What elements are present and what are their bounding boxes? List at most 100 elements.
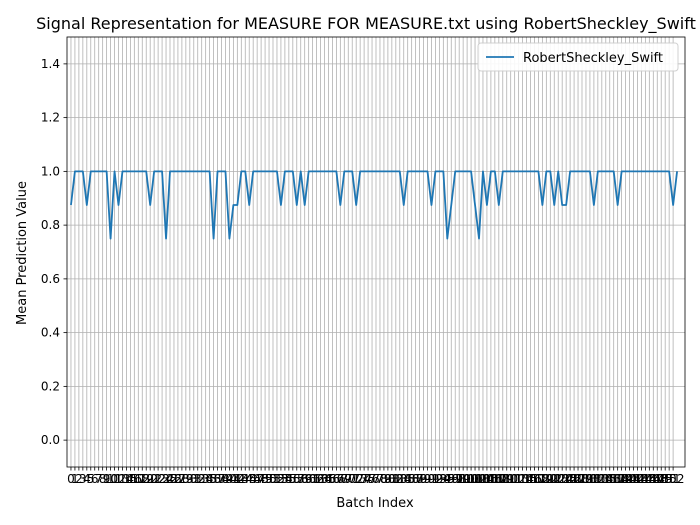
x-tick-label: 66 [325, 472, 340, 486]
x-tick-label: 20 [143, 472, 158, 486]
y-tick-label: 1.2 [41, 111, 60, 125]
x-tick-label: 95 [440, 472, 455, 486]
x-tick-label: 98 [452, 472, 467, 486]
x-tick-label: 18 [135, 472, 150, 486]
x-axis-ticks: 0123456789101112131415161718192021222324… [67, 467, 685, 486]
x-tick-label: 23 [154, 472, 169, 486]
x-tick-label: 60 [301, 472, 316, 486]
x-tick-label: 109 [491, 472, 514, 486]
x-tick-label: 5 [87, 472, 95, 486]
x-tick-label: 46 [246, 472, 261, 486]
x-tick-label: 134 [590, 472, 613, 486]
x-tick-label: 26 [166, 472, 181, 486]
x-tick-label: 99 [456, 472, 471, 486]
x-tick-label: 131 [578, 472, 601, 486]
x-tick-label: 6 [91, 472, 99, 486]
x-tick-label: 71 [345, 472, 360, 486]
x-tick-label: 135 [594, 472, 617, 486]
x-tick-label: 52 [269, 472, 284, 486]
legend-label: RobertSheckley_Swift [523, 51, 663, 66]
x-tick-label: 8 [99, 472, 107, 486]
x-tick-label: 42 [230, 472, 245, 486]
x-tick-label: 108 [487, 472, 510, 486]
x-tick-label: 125 [555, 472, 578, 486]
x-tick-label: 94 [436, 472, 451, 486]
x-tick-label: 146 [638, 472, 661, 486]
x-tick-label: 151 [658, 472, 681, 486]
x-tick-label: 141 [618, 472, 641, 486]
x-tick-label: 21 [147, 472, 162, 486]
x-tick-label: 28 [174, 472, 189, 486]
x-tick-label: 44 [238, 472, 253, 486]
x-tick-label: 4 [83, 472, 91, 486]
x-tick-label: 87 [408, 472, 423, 486]
x-tick-label: 43 [234, 472, 249, 486]
x-tick-label: 34 [198, 472, 213, 486]
x-tick-label: 100 [456, 472, 479, 486]
x-tick-label: 130 [575, 472, 598, 486]
x-tick-label: 81 [384, 472, 399, 486]
x-tick-label: 137 [602, 472, 625, 486]
x-tick-label: 139 [610, 472, 633, 486]
x-tick-label: 56 [285, 472, 300, 486]
x-tick-label: 142 [622, 472, 645, 486]
x-tick-label: 101 [460, 472, 483, 486]
x-tick-label: 86 [404, 472, 419, 486]
x-tick-label: 85 [400, 472, 415, 486]
x-tick-label: 32 [190, 472, 205, 486]
x-tick-label: 74 [356, 472, 371, 486]
x-tick-label: 147 [642, 472, 665, 486]
x-tick-label: 124 [551, 472, 574, 486]
x-tick-label: 55 [281, 472, 296, 486]
x-tick-label: 58 [293, 472, 308, 486]
x-tick-label: 150 [654, 472, 677, 486]
x-tick-label: 129 [571, 472, 594, 486]
x-tick-label: 84 [396, 472, 411, 486]
x-tick-label: 119 [531, 472, 554, 486]
x-tick-label: 126 [559, 472, 582, 486]
x-tick-label: 57 [289, 472, 304, 486]
x-tick-label: 133 [586, 472, 609, 486]
x-tick-label: 140 [614, 472, 637, 486]
x-tick-label: 145 [634, 472, 657, 486]
x-tick-label: 91 [424, 472, 439, 486]
x-tick-label: 14 [119, 472, 134, 486]
x-tick-label: 73 [353, 472, 368, 486]
x-tick-label: 152 [662, 472, 685, 486]
x-tick-label: 111 [499, 472, 522, 486]
x-tick-label: 68 [333, 472, 348, 486]
x-tick-label: 62 [309, 472, 324, 486]
x-tick-label: 90 [420, 472, 435, 486]
y-tick-label: 0.2 [41, 379, 60, 393]
x-tick-label: 123 [547, 472, 570, 486]
x-tick-label: 27 [170, 472, 185, 486]
x-tick-label: 136 [598, 472, 621, 486]
x-tick-label: 102 [464, 472, 487, 486]
y-axis-label: Mean Prediction Value [15, 181, 30, 325]
x-tick-label: 22 [150, 472, 165, 486]
x-tick-label: 75 [360, 472, 375, 486]
x-tick-label: 83 [392, 472, 407, 486]
x-tick-label: 36 [206, 472, 221, 486]
x-tick-label: 48 [253, 472, 268, 486]
x-tick-label: 35 [202, 472, 217, 486]
x-tick-label: 96 [444, 472, 459, 486]
y-tick-label: 0.0 [41, 433, 60, 447]
x-tick-label: 39 [218, 472, 233, 486]
series-line [70, 170, 678, 240]
y-tick-label: 0.8 [41, 218, 60, 232]
chart-title: Signal Representation for MEASURE FOR ME… [36, 14, 696, 34]
x-tick-label: 69 [337, 472, 352, 486]
x-tick-label: 29 [178, 472, 193, 486]
x-tick-label: 50 [261, 472, 276, 486]
x-tick-label: 148 [646, 472, 669, 486]
x-tick-label: 77 [368, 472, 383, 486]
x-axis-label: Batch Index [336, 496, 414, 511]
x-tick-label: 89 [416, 472, 431, 486]
x-tick-label: 1 [71, 472, 79, 486]
x-tick-label: 113 [507, 472, 530, 486]
x-tick-label: 115 [515, 472, 538, 486]
x-tick-label: 122 [543, 472, 566, 486]
x-tick-label: 117 [523, 472, 546, 486]
